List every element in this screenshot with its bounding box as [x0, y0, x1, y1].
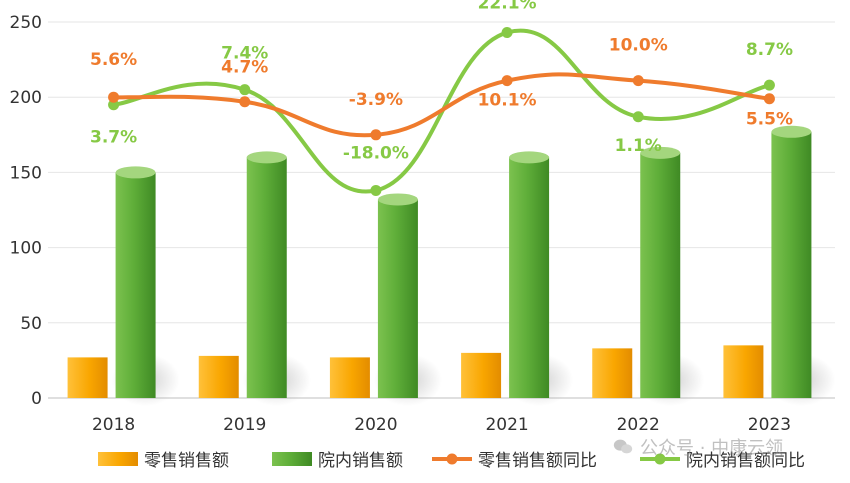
- hospital-bar: [115, 166, 156, 398]
- legend-label: 零售销售额同比: [478, 451, 597, 471]
- hospital-bar: [771, 125, 812, 399]
- hospital-yoy-marker: [370, 184, 382, 196]
- retail-yoy-data-label: 5.5%: [746, 110, 793, 130]
- x-tick-label: 2022: [617, 415, 660, 435]
- legend-label: 院内销售额: [318, 451, 403, 471]
- hospital-bar-top: [640, 146, 681, 159]
- hospital-yoy-marker: [501, 27, 513, 39]
- retail-bar: [67, 357, 108, 398]
- watermark-text: 公众号 · 中康云领: [640, 438, 784, 459]
- hospital-bar: [377, 193, 418, 398]
- legend-label: 院内销售额同比: [686, 451, 805, 471]
- watermark: 公众号 · 中康云领: [612, 434, 842, 460]
- hospital-bar-body: [115, 172, 156, 398]
- y-tick-label: 250: [10, 13, 42, 33]
- legend-item: 院内销售额同比: [640, 451, 805, 471]
- x-tick-label: 2021: [485, 415, 528, 435]
- hospital-bar-top: [246, 151, 287, 164]
- hospital-yoy-data-label: 7.4%: [221, 44, 268, 64]
- hospital-yoy-marker: [763, 79, 775, 91]
- hospital-bar: [509, 151, 550, 398]
- hospital-bar: [640, 146, 681, 398]
- legend: 零售销售额 院内销售额 零售销售额同比 院内销售额同比: [98, 451, 805, 471]
- hospital-bar-body: [377, 199, 418, 398]
- legend-marker: [654, 453, 666, 465]
- hospital-bar-body: [246, 157, 287, 398]
- retail-bar: [461, 352, 502, 398]
- hospital-yoy-data-label: -18.0%: [343, 143, 409, 163]
- retail-bar: [329, 357, 370, 398]
- x-tick-label: 2019: [223, 415, 266, 435]
- y-tick-label: 0: [31, 389, 42, 409]
- hospital-bar-top: [115, 166, 156, 179]
- x-tick-label: 2020: [354, 415, 397, 435]
- legend-item: 零售销售额: [98, 451, 229, 471]
- legend-item: 零售销售额同比: [432, 451, 597, 471]
- hospital-yoy-marker: [632, 111, 644, 123]
- legend-marker: [446, 453, 458, 465]
- hospital-yoy-data-label: 22.1%: [478, 0, 537, 14]
- retail-yoy-marker: [763, 93, 775, 105]
- legend-item: 院内销售额: [272, 451, 403, 471]
- retail-yoy-marker: [108, 91, 120, 103]
- legend-swatch: [272, 452, 312, 466]
- y-tick-label: 150: [10, 163, 42, 183]
- wechat-icon: [613, 439, 633, 454]
- hospital-bar: [246, 151, 287, 398]
- y-tick-label: 100: [10, 239, 42, 259]
- y-tick-label: 200: [10, 88, 42, 108]
- retail-yoy-data-label: 10.1%: [478, 91, 537, 111]
- retail-yoy-marker: [370, 129, 382, 141]
- legend-label: 零售销售额: [144, 451, 229, 471]
- retail-bar: [198, 355, 239, 398]
- hospital-yoy-data-label: 3.7%: [90, 128, 137, 148]
- x-tick-label: 2023: [748, 415, 791, 435]
- retail-yoy-line: [111, 72, 772, 138]
- retail-yoy-marker: [239, 96, 251, 108]
- hospital-yoy-data-label: 1.1%: [615, 136, 662, 156]
- hospital-bar-body: [640, 152, 681, 398]
- hospital-yoy-marker: [239, 84, 251, 96]
- hospital-bar-top: [509, 151, 550, 164]
- retail-bar: [723, 345, 764, 398]
- hospital-yoy-data-label: 8.7%: [746, 40, 793, 60]
- hospital-bar-top: [771, 125, 812, 138]
- hospital-bar-body: [509, 157, 550, 398]
- retail-yoy-marker: [632, 75, 644, 87]
- hospital-bar-body: [771, 131, 812, 399]
- retail-yoy-data-label: 4.7%: [221, 58, 268, 78]
- x-tick-label: 2018: [92, 415, 135, 435]
- hospital-yoy-marker: [108, 99, 120, 111]
- retail-yoy-data-label: -3.9%: [349, 90, 403, 110]
- retail-yoy-data-label: 10.0%: [609, 36, 668, 56]
- retail-yoy-data-label: 5.6%: [90, 50, 137, 70]
- legend-swatch: [98, 452, 138, 466]
- retail-bar: [592, 348, 633, 398]
- y-tick-label: 50: [20, 314, 42, 334]
- hospital-bar-top: [377, 193, 418, 206]
- retail-yoy-marker: [501, 75, 513, 87]
